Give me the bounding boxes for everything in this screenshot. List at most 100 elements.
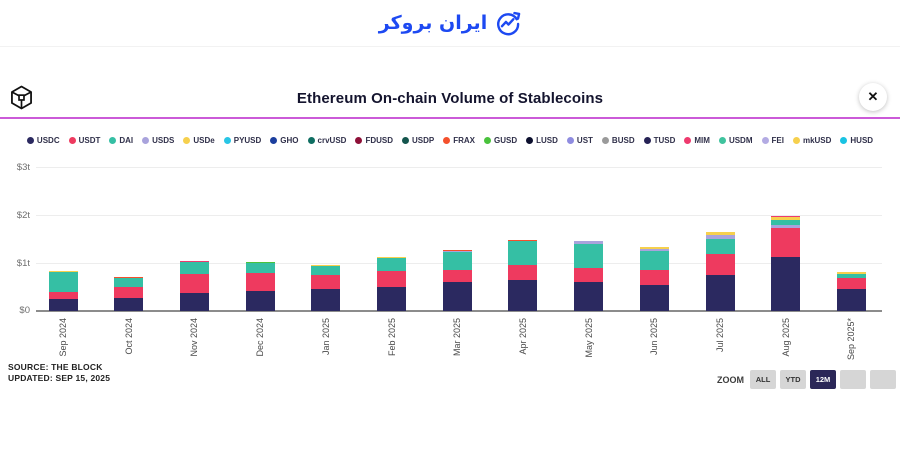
legend-item-pyusd[interactable]: PYUSD bbox=[223, 136, 261, 145]
legend-item-dai[interactable]: DAI bbox=[109, 136, 133, 145]
bar-segment-usdt[interactable] bbox=[377, 271, 406, 287]
bar-segment-dai[interactable] bbox=[311, 266, 341, 275]
bar-segment-frax[interactable] bbox=[442, 250, 472, 252]
legend-item-usdm[interactable]: USDM bbox=[718, 136, 753, 145]
legend-item-mkusd[interactable]: mkUSD bbox=[792, 136, 831, 145]
bar-segment-usdt[interactable] bbox=[179, 274, 209, 293]
legend-item-gusd[interactable]: GUSD bbox=[484, 136, 517, 145]
bar-jan-2025[interactable] bbox=[311, 265, 341, 311]
legend-item-usds[interactable]: USDS bbox=[142, 136, 174, 145]
zoom-button-all[interactable]: ALL bbox=[750, 370, 776, 389]
bar-segment-usds[interactable] bbox=[705, 234, 735, 239]
bar-segment-usdt[interactable] bbox=[311, 274, 341, 289]
bar-segment-frax[interactable] bbox=[508, 240, 538, 242]
zoom-button-12m[interactable]: 12M bbox=[810, 370, 836, 389]
bar-segment-dai[interactable] bbox=[377, 258, 406, 272]
bar-segment-usde[interactable] bbox=[377, 257, 406, 259]
bar-segment-usdc[interactable] bbox=[377, 286, 406, 311]
bar-segment-mim[interactable] bbox=[179, 260, 209, 262]
bar-segment-usds[interactable] bbox=[771, 225, 801, 229]
legend-item-husd[interactable]: HUSD bbox=[840, 136, 873, 145]
legend-item-usdp[interactable]: USDP bbox=[402, 136, 434, 145]
bar-segment-usdt[interactable] bbox=[836, 277, 866, 290]
legend-item-lusd[interactable]: LUSD bbox=[526, 136, 558, 145]
bar-segment-usdc[interactable] bbox=[179, 292, 209, 311]
bar-segment-frax[interactable] bbox=[114, 276, 144, 278]
bar-mar-2025[interactable] bbox=[442, 250, 472, 311]
legend-item-busd[interactable]: BUSD bbox=[601, 136, 635, 145]
bar-segment-usdc[interactable] bbox=[442, 282, 472, 311]
bar-segment-usdc[interactable] bbox=[48, 299, 78, 311]
bar-oct-2024[interactable] bbox=[114, 276, 144, 311]
bar-segment-dai[interactable] bbox=[705, 238, 735, 255]
brand-logo[interactable]: ایران بروکر bbox=[379, 10, 521, 37]
close-button[interactable]: ✕ bbox=[859, 83, 887, 111]
bar-segment-dai[interactable] bbox=[836, 274, 866, 278]
bar-segment-usds[interactable] bbox=[639, 249, 669, 252]
bar-dec-2024[interactable] bbox=[245, 262, 275, 311]
bar-apr-2025[interactable] bbox=[508, 239, 538, 311]
y-tick-2t: $2t bbox=[16, 210, 30, 221]
bar-segment-usdt[interactable] bbox=[245, 273, 275, 291]
legend-item-usde[interactable]: USDe bbox=[183, 136, 215, 145]
legend-item-tusd[interactable]: TUSD bbox=[643, 136, 675, 145]
bar-segment-dai[interactable] bbox=[179, 261, 209, 275]
bar-jun-2025[interactable] bbox=[639, 246, 669, 311]
bar-segment-usdc[interactable] bbox=[705, 274, 735, 311]
zoom-button-blank[interactable] bbox=[840, 370, 866, 389]
bar-segment-usdt[interactable] bbox=[114, 287, 144, 298]
bar-segment-mim[interactable] bbox=[771, 215, 801, 217]
bar-jul-2025[interactable] bbox=[705, 232, 735, 311]
bar-segment-usdt[interactable] bbox=[705, 254, 735, 275]
bar-sep-2024[interactable] bbox=[48, 271, 78, 311]
bar-segment-dai[interactable] bbox=[508, 241, 538, 265]
legend-item-crvusd[interactable]: crvUSD bbox=[307, 136, 346, 145]
bar-sep-2025-[interactable] bbox=[836, 272, 866, 311]
bar-segment-usde[interactable] bbox=[639, 246, 669, 250]
bar-segment-usdc[interactable] bbox=[639, 285, 669, 311]
bar-segment-dai[interactable] bbox=[245, 263, 275, 274]
bar-feb-2025[interactable] bbox=[377, 257, 406, 311]
legend-dot-icon bbox=[223, 137, 231, 144]
bar-segment-usdc[interactable] bbox=[245, 290, 275, 311]
bar-segment-usds[interactable] bbox=[442, 251, 472, 252]
bar-segment-usdt[interactable] bbox=[771, 228, 801, 257]
legend-item-frax[interactable]: FRAX bbox=[443, 136, 475, 145]
bar-segment-dai[interactable] bbox=[639, 251, 669, 271]
legend-item-ust[interactable]: UST bbox=[566, 136, 593, 145]
legend-item-usdc[interactable]: USDC bbox=[26, 136, 60, 145]
bar-segment-usde[interactable] bbox=[48, 271, 78, 273]
bar-segment-usdc[interactable] bbox=[114, 297, 144, 311]
bar-segment-usde[interactable] bbox=[311, 265, 341, 267]
zoom-button-blank[interactable] bbox=[870, 370, 896, 389]
bar-segment-usds[interactable] bbox=[574, 241, 604, 244]
legend-item-usdt[interactable]: USDT bbox=[68, 136, 100, 145]
bar-segment-gusd[interactable] bbox=[245, 262, 275, 263]
legend-item-fdusd[interactable]: FDUSD bbox=[355, 136, 393, 145]
legend-item-mim[interactable]: MIM bbox=[684, 136, 710, 145]
bar-segment-usdc[interactable] bbox=[574, 281, 604, 311]
legend-item-gho[interactable]: GHO bbox=[270, 136, 299, 145]
bar-segment-dai[interactable] bbox=[574, 243, 604, 269]
bar-segment-usde[interactable] bbox=[836, 272, 866, 275]
zoom-button-ytd[interactable]: YTD bbox=[780, 370, 806, 389]
bar-may-2025[interactable] bbox=[574, 241, 604, 311]
bar-segment-usdt[interactable] bbox=[48, 292, 78, 300]
bar-segment-usdt[interactable] bbox=[442, 269, 472, 283]
bar-segment-dai[interactable] bbox=[48, 272, 78, 293]
bar-segment-usdc[interactable] bbox=[836, 289, 866, 311]
bar-nov-2024[interactable] bbox=[179, 260, 209, 311]
bar-aug-2025[interactable] bbox=[771, 215, 801, 311]
legend-item-fei[interactable]: FEI bbox=[761, 136, 784, 145]
bar-segment-usdt[interactable] bbox=[639, 270, 669, 286]
bar-segment-usdc[interactable] bbox=[311, 288, 341, 311]
bar-segment-usdt[interactable] bbox=[574, 268, 604, 282]
bar-segment-usdc[interactable] bbox=[771, 256, 801, 311]
bar-segment-usde[interactable] bbox=[771, 216, 801, 221]
bar-segment-dai[interactable] bbox=[771, 220, 801, 226]
bar-segment-dai[interactable] bbox=[114, 277, 144, 288]
bar-segment-usdc[interactable] bbox=[508, 279, 538, 311]
bar-segment-usde[interactable] bbox=[705, 232, 735, 235]
bar-segment-usdt[interactable] bbox=[508, 264, 538, 280]
bar-segment-dai[interactable] bbox=[442, 251, 472, 270]
